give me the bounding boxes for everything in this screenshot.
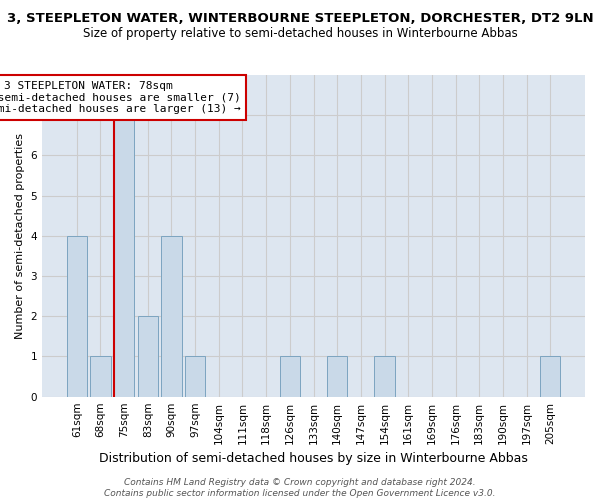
Text: Size of property relative to semi-detached houses in Winterbourne Abbas: Size of property relative to semi-detach… [83, 28, 517, 40]
Bar [374, 356, 395, 397]
Bar [327, 356, 347, 397]
Bar [67, 236, 87, 396]
Bar [114, 115, 134, 396]
Y-axis label: Number of semi-detached properties: Number of semi-detached properties [15, 133, 25, 339]
Text: 3, STEEPLETON WATER, WINTERBOURNE STEEPLETON, DORCHESTER, DT2 9LN: 3, STEEPLETON WATER, WINTERBOURNE STEEPL… [7, 12, 593, 26]
Text: 3 STEEPLETON WATER: 78sqm
← 33% of semi-detached houses are smaller (7)
62% of s: 3 STEEPLETON WATER: 78sqm ← 33% of semi-… [0, 81, 241, 114]
Bar [185, 356, 205, 397]
X-axis label: Distribution of semi-detached houses by size in Winterbourne Abbas: Distribution of semi-detached houses by … [99, 452, 528, 465]
Bar [161, 236, 182, 396]
Text: Contains HM Land Registry data © Crown copyright and database right 2024.
Contai: Contains HM Land Registry data © Crown c… [104, 478, 496, 498]
Bar [280, 356, 300, 397]
Bar [138, 316, 158, 396]
Bar [540, 356, 560, 397]
Bar [91, 356, 110, 397]
